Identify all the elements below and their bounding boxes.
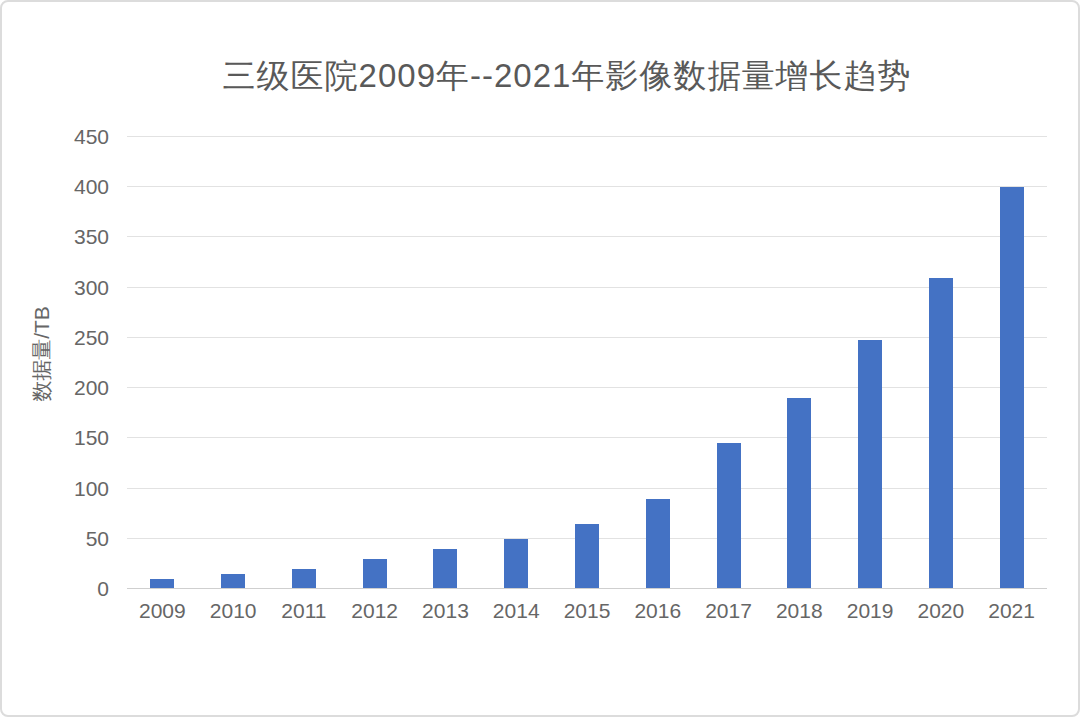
x-tick-label: 2014 [493,599,540,623]
gridline-200 [127,387,1047,388]
x-tick-label: 2009 [139,599,186,623]
bar-2014 [504,539,528,588]
gridline-350 [127,236,1047,237]
bar-2009 [150,579,174,588]
y-tick-label: 300 [2,276,109,300]
bar-2013 [433,549,457,588]
bar-2020 [929,278,953,588]
y-tick-label: 200 [2,376,109,400]
gridline-150 [127,437,1047,438]
x-tick-label: 2011 [281,599,326,623]
gridline-300 [127,287,1047,288]
x-tick-label: 2015 [564,599,611,623]
x-tick-label: 2010 [210,599,257,623]
bar-2011 [292,569,316,588]
x-tick-label: 2018 [776,599,823,623]
bar-2010 [221,574,245,588]
y-tick-label: 250 [2,326,109,350]
y-tick-label: 100 [2,477,109,501]
y-tick-label: 350 [2,225,109,249]
y-tick-label: 50 [2,527,109,551]
x-tick-label: 2012 [351,599,398,623]
bar-2019 [858,340,882,588]
plot-area [127,137,1047,589]
gridline-450 [127,136,1047,137]
y-tick-label: 150 [2,426,109,450]
y-tick-label: 450 [2,125,109,149]
chart-title: 三级医院2009年--2021年影像数据量增长趋势 [107,54,1027,99]
gridline-250 [127,337,1047,338]
x-tick-label: 2019 [847,599,894,623]
bar-2017 [717,443,741,588]
bar-2016 [646,499,670,588]
bar-2012 [363,559,387,588]
bar-2018 [787,398,811,588]
bar-2015 [575,524,599,588]
y-tick-label: 400 [2,175,109,199]
x-tick-label: 2016 [634,599,681,623]
x-tick-label: 2020 [917,599,964,623]
x-tick-label: 2021 [988,599,1035,623]
gridline-100 [127,488,1047,489]
x-tick-label: 2017 [705,599,752,623]
bar-2021 [1000,187,1024,588]
x-tick-label: 2013 [422,599,469,623]
chart-frame: 三级医院2009年--2021年影像数据量增长趋势 数据量/TB 0501001… [0,0,1080,717]
x-axis-line [127,588,1047,589]
gridline-400 [127,186,1047,187]
y-tick-label: 0 [2,577,109,601]
